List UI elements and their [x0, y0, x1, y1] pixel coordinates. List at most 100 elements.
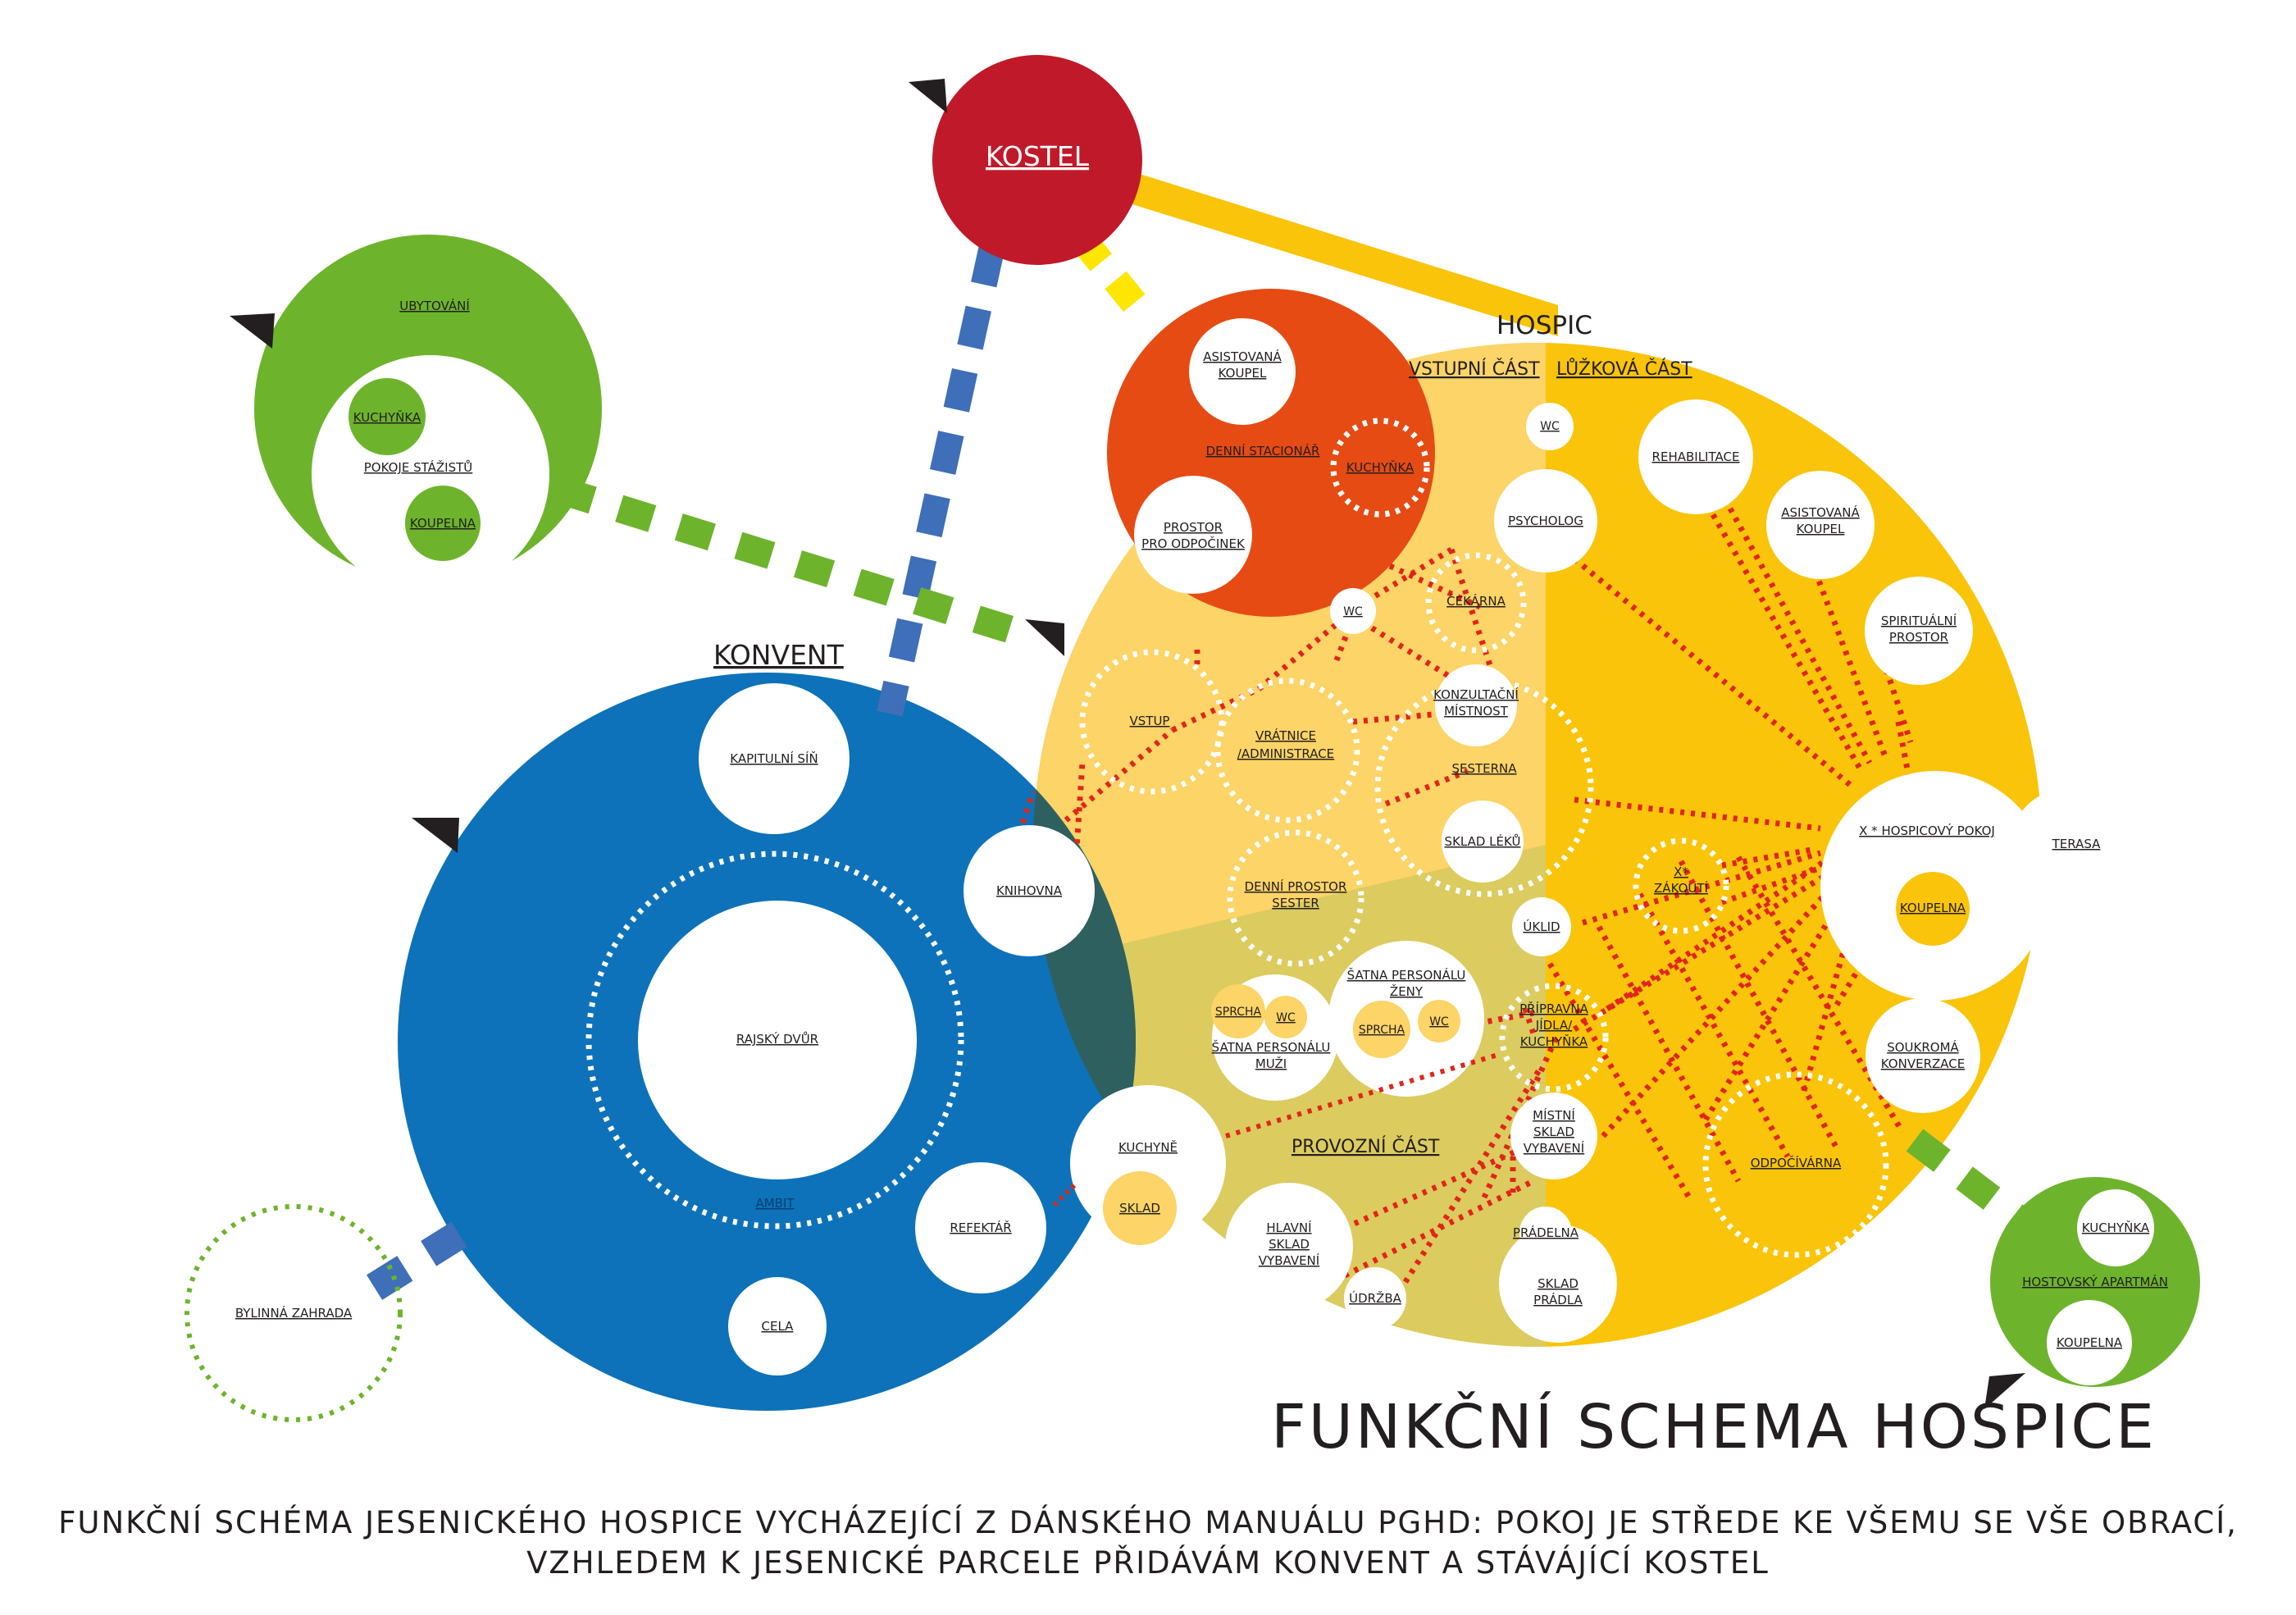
satna-zeny-a: ŠATNA PERSONÁLU [1347, 967, 1466, 983]
sklad-pradla-b: PRÁDLA [1533, 1292, 1583, 1307]
sprcha-muzi-label: SPRCHA [1215, 1006, 1262, 1019]
pripravna-c: KUCHYŇKA [1520, 1033, 1588, 1049]
hlavni-sklad-a: HLAVNÍ [1266, 1220, 1311, 1235]
sklad-pradla-a: SKLAD [1538, 1276, 1578, 1291]
prostor-odpocinek-b: PRO ODPOČINEK [1141, 536, 1246, 551]
konvent-label: KONVENT [713, 639, 845, 671]
konzultacni-b: MÍSTNOST [1444, 703, 1509, 719]
terasa-label: TERASA [2052, 837, 2102, 851]
rajsky-dvur-label: RAJSKÝ DVŮR [736, 1031, 818, 1047]
mistni-sklad-a: MÍSTNÍ [1533, 1107, 1575, 1123]
wc-2-label: WC [1540, 420, 1560, 433]
konvent-sklad-circle [1103, 1171, 1177, 1245]
spiritualni-a: SPIRITUÁLNÍ [1881, 613, 1957, 628]
prostor-odpocinek-a: PROSTOR [1164, 520, 1223, 535]
denni-stacionar-label: DENNÍ STACIONÁŘ [1206, 443, 1320, 458]
main-title: FUNKČNÍ SCHEMA HOSPICE [1271, 1390, 2157, 1462]
zakouti-b: ZÁKOUTÍ [1654, 880, 1708, 896]
kuchyne-label: KUCHYNĚ [1118, 1139, 1178, 1155]
apartman-koupelna-label: KOUPELNA [2057, 1335, 2123, 1350]
ubytovani-koupelna-label: KOUPELNA [410, 516, 476, 531]
gold-subrooms [1211, 872, 1970, 1058]
konzultacni-a: KONZULTAČNÍ [1433, 687, 1519, 702]
odpocivarna-label: ODPOČÍVÁRNA [1751, 1155, 1842, 1170]
wc-zeny-label: WC [1429, 1015, 1449, 1029]
vratnice-b: /ADMINISTRACE [1237, 746, 1334, 761]
vratnice-a: VRÁTNICE [1255, 728, 1316, 743]
arrowheads [230, 79, 2025, 1409]
psycholog-label: PSYCHOLOG [1508, 513, 1583, 528]
kapitulni-sin-label: KAPITULNÍ SÍŇ [730, 750, 818, 766]
zone-provozni: PROVOZNÍ ČÁST [1292, 1136, 1440, 1157]
zahrada-link [353, 1221, 467, 1309]
hospicovy-pokoj-label: X * HOSPICOVÝ POKOJ [1859, 823, 1995, 838]
pradelna-label: PRÁDELNA [1513, 1225, 1579, 1240]
udrzba-label: ÚDRŽBA [1349, 1290, 1402, 1306]
kuchynka-stacionar-label: KUCHYŇKA [1346, 459, 1414, 475]
refektar-label: REFEKTÁŘ [950, 1220, 1011, 1235]
bylinna-zahrada-label: BYLINNÁ ZAHRADA [235, 1305, 353, 1321]
ubytovani-hospic-link [495, 458, 1022, 646]
arrow-hospic [1025, 619, 1064, 656]
pokoje-stazistu-label: POKOJE STÁŽISTŮ [364, 459, 473, 475]
ubytovani-kuchynka-circle [348, 378, 426, 455]
zone-vstupni: VSTUPNÍ ČÁST [1409, 358, 1540, 380]
apartman-link [1906, 1129, 2043, 1242]
ubytovani-label: UBYTOVÁNÍ [399, 298, 470, 313]
cekarna-label: ČEKÁRNA [1446, 593, 1506, 609]
arrow-ubytovani [230, 313, 275, 349]
soukroma-konverzace-a: SOUKROMÁ [1887, 1039, 1959, 1055]
ubytovani-koupelna-circle [405, 486, 481, 561]
pripravna-b: JÍDLA/ [1535, 1017, 1573, 1033]
sklad-leku-label: SKLAD LÉKŮ [1445, 833, 1521, 849]
vstup-label: VSTUP [1130, 714, 1170, 728]
zone-luzkova: LŮŽKOVÁ ČÁST [1556, 358, 1692, 380]
knihovna-label: KNIHOVNA [996, 883, 1063, 898]
wc-1-label: WC [1343, 605, 1363, 618]
asistovana-koupel-2-a: ASISTOVANÁ [1781, 504, 1860, 520]
hlavni-sklad-b: SKLAD [1269, 1237, 1310, 1252]
apartman-koupelna-circle [2047, 1300, 2132, 1385]
uklid-label: ÚKLID [1523, 919, 1560, 934]
cela-label: CELA [762, 1319, 795, 1334]
arrow-konvent [412, 818, 459, 853]
hospic-label: HOSPIC [1496, 311, 1592, 340]
sesterna-label: SESTERNA [1451, 761, 1517, 776]
mistni-sklad-c: VYBAVENÍ [1524, 1140, 1584, 1156]
apartman-kuchynka-circle [2077, 1189, 2154, 1266]
rehabilitace-label: REHABILITACE [1652, 449, 1740, 464]
asistovana-koupel-2-b: KOUPEL [1797, 522, 1845, 536]
kostel-circle [932, 55, 1142, 265]
sprcha-zeny-label: SPRCHA [1359, 1024, 1405, 1037]
ubytovani-kuchynka-label: KUCHYŇKA [353, 409, 421, 425]
apartman-kuchynka-label: KUCHYŇKA [2082, 1220, 2150, 1235]
arrow-kostel [909, 79, 947, 113]
mistni-sklad-b: SKLAD [1533, 1125, 1574, 1139]
arrow-apartman [1984, 1373, 2025, 1409]
satna-zeny-b: ŽENY [1390, 983, 1424, 999]
wc-muzi-label: WC [1276, 1011, 1296, 1024]
kostel-stacionar-link [1071, 230, 1153, 321]
soukroma-konverzace-b: KONVERZACE [1881, 1056, 1965, 1071]
ambit-label: AMBIT [755, 1196, 795, 1211]
denni-prostor-sester-a: DENNÍ PROSTOR [1245, 878, 1347, 894]
zakouti-a: X* [1674, 865, 1688, 879]
hlavni-sklad-c: VYBAVENÍ [1259, 1252, 1319, 1268]
konvent-sklad-label: SKLAD [1119, 1201, 1160, 1216]
description-line-1: FUNKČNÍ SCHÉMA JESENICKÉHO HOSPICE VYCHÁ… [58, 1505, 2238, 1540]
ambit-ring [585, 851, 964, 1229]
satna-muzi-b: MUŽI [1255, 1056, 1287, 1071]
description-line-2: VZHLEDEM K JESENICKÉ PARCELE PŘIDÁVÁM KO… [526, 1545, 1770, 1581]
hostovsky-apartman-label: HOSTOVSKÝ APARTMÁN [2022, 1274, 2168, 1289]
kostel-konvent-link [877, 243, 1005, 717]
denni-prostor-sester-b: SESTER [1272, 896, 1319, 910]
spiritualni-b: PROSTOR [1889, 630, 1948, 645]
asistovana-koupel-1-b: KOUPEL [1219, 366, 1267, 381]
kostel-label: KOSTEL [986, 140, 1090, 172]
satna-muzi-a: ŠATNA PERSONÁLU [1212, 1039, 1331, 1055]
asistovana-koupel-1-a: ASISTOVANÁ [1203, 349, 1282, 364]
konvent-rooms [638, 683, 1226, 1375]
koupelna-label: KOUPELNA [1900, 901, 1966, 915]
bylinna-zahrada-circle [184, 1204, 403, 1422]
